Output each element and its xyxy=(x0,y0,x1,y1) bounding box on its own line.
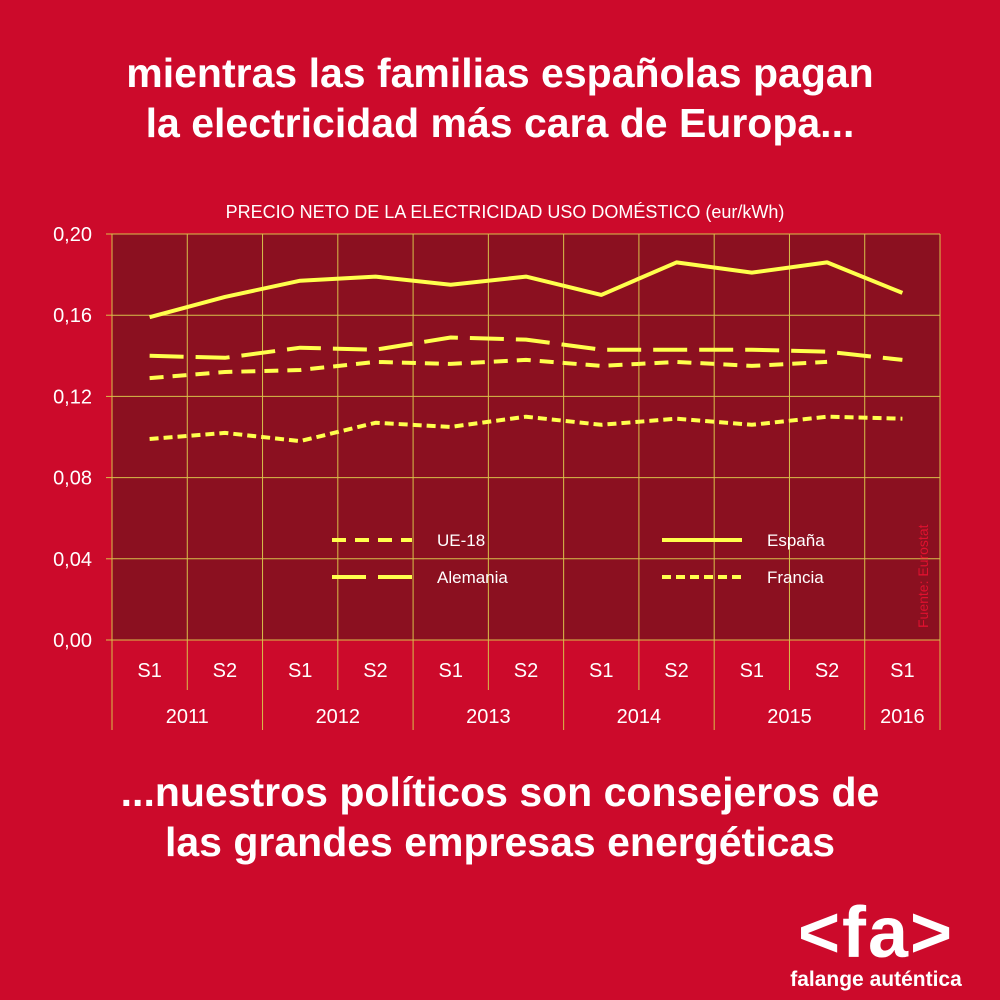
chart-title: PRECIO NETO DE LA ELECTRICIDAD USO DOMÉS… xyxy=(226,202,785,222)
headline-bottom-line: las grandes empresas energéticas xyxy=(164,819,836,865)
y-tick-label: 0,20 xyxy=(53,224,92,246)
category-label: S2 xyxy=(213,660,237,682)
category-label: S2 xyxy=(514,660,538,682)
year-label: 2011 xyxy=(166,706,209,728)
series-line-francia xyxy=(149,414,903,444)
category-label: S2 xyxy=(815,660,839,682)
series-line-ue-18 xyxy=(149,357,828,381)
year-label: 2014 xyxy=(617,706,662,728)
category-label: S1 xyxy=(890,660,914,682)
category-label: S1 xyxy=(438,660,462,682)
legend-label: Alemania xyxy=(437,568,508,587)
headline-top-line: la electricidad más cara de Europa... xyxy=(145,100,855,146)
year-label: 2012 xyxy=(316,706,361,728)
headline-top-line: mientras las familias españolas pagan xyxy=(126,50,874,96)
y-tick-label: 0,00 xyxy=(53,630,92,652)
category-label: S2 xyxy=(664,660,688,682)
logo-mark: <fa> xyxy=(797,893,955,973)
source-note: Fuente: Eurostat xyxy=(915,524,931,628)
legend-label: Francia xyxy=(767,568,824,587)
category-label: S1 xyxy=(288,660,312,682)
legend-label: España xyxy=(767,531,825,550)
headline-bottom-line: ...nuestros políticos son consejeros de xyxy=(120,769,880,815)
logo-name: falange auténtica xyxy=(790,968,962,991)
series-line-espana xyxy=(149,260,904,320)
category-label: S2 xyxy=(363,660,387,682)
y-tick-label: 0,08 xyxy=(53,468,92,490)
year-label: 2016 xyxy=(880,706,925,728)
year-label: 2015 xyxy=(767,706,812,728)
headline-top: mientras las familias españolas pagan la… xyxy=(0,48,1000,148)
year-label: 2013 xyxy=(466,706,511,728)
category-label: S1 xyxy=(740,660,764,682)
falange-autentica-logo: <fa> falange auténtica xyxy=(776,893,976,992)
series-line-alemania xyxy=(149,335,903,362)
category-label: S1 xyxy=(137,660,161,682)
y-tick-label: 0,04 xyxy=(53,549,92,571)
category-label: S1 xyxy=(589,660,613,682)
headline-bottom: ...nuestros políticos son consejeros de … xyxy=(0,767,1000,867)
y-tick-label: 0,12 xyxy=(53,386,92,408)
y-tick-label: 0,16 xyxy=(53,305,92,327)
legend-label: UE-18 xyxy=(437,531,485,550)
